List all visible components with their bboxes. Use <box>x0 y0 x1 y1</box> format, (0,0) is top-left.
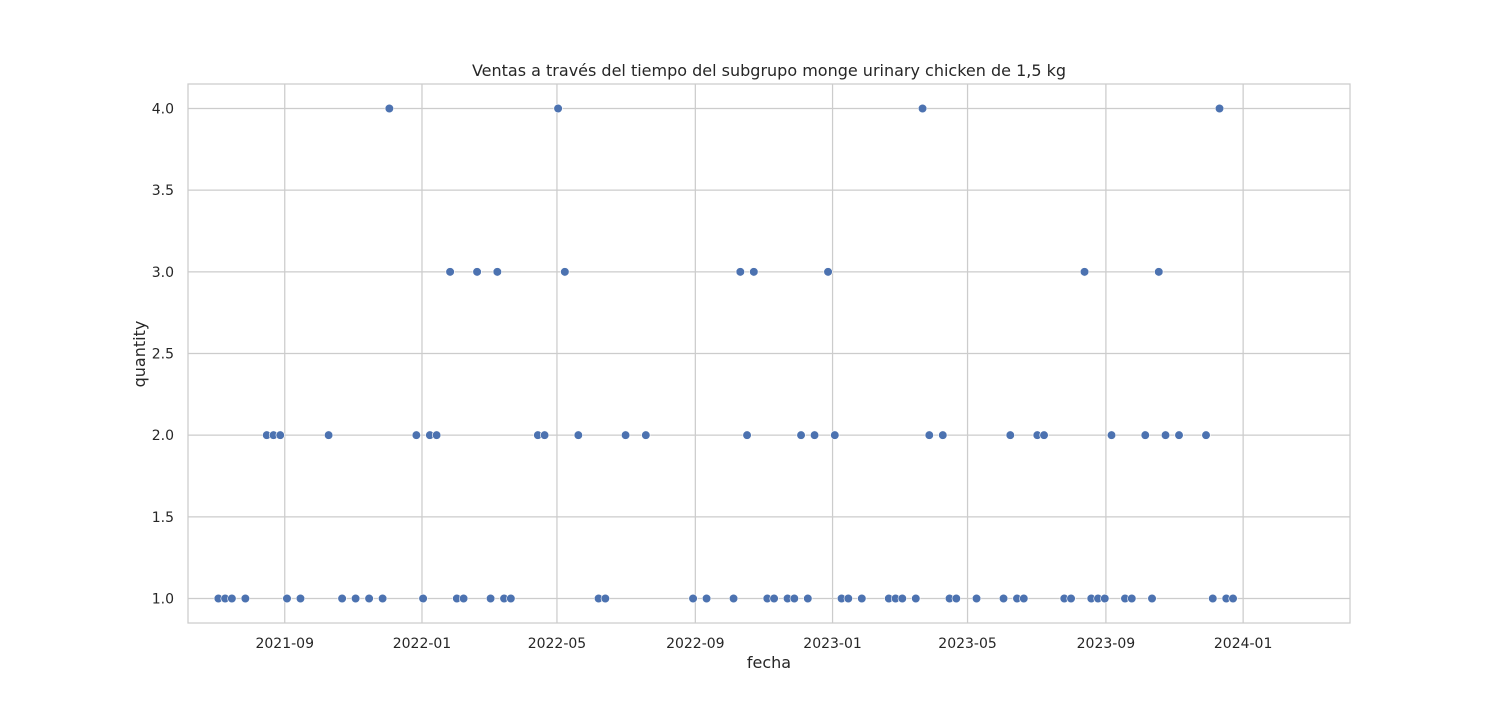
data-point <box>1140 430 1150 440</box>
chart-title: Ventas a través del tiempo del subgrupo … <box>472 61 1066 80</box>
data-point <box>573 430 583 440</box>
data-point <box>1106 430 1117 440</box>
data-point <box>803 593 813 604</box>
x-tick-label: 2022-09 <box>666 636 725 652</box>
data-point <box>735 267 745 277</box>
data-point <box>728 593 739 604</box>
data-point <box>1127 593 1137 604</box>
y-tick-label: 3.5 <box>152 183 174 199</box>
grid-lines <box>188 84 1350 623</box>
data-point <box>701 593 712 604</box>
data-point <box>351 593 361 604</box>
data-point <box>485 593 496 604</box>
data-point <box>560 267 570 277</box>
data-point <box>1100 593 1110 604</box>
x-tick-label: 2023-09 <box>1077 636 1136 652</box>
data-point <box>789 593 799 604</box>
data-point <box>1005 430 1015 440</box>
data-point <box>337 593 347 604</box>
x-tick-label: 2023-05 <box>938 636 997 652</box>
data-point <box>364 593 374 604</box>
data-point <box>1154 267 1164 277</box>
data-point <box>641 430 651 440</box>
data-point <box>742 430 752 440</box>
data-point <box>418 593 428 604</box>
x-axis-label: fecha <box>747 653 791 672</box>
data-point <box>1079 267 1090 277</box>
data-point <box>553 103 563 114</box>
data-point <box>1019 593 1029 604</box>
data-point <box>411 430 421 440</box>
data-point <box>998 593 1009 604</box>
data-point <box>769 593 779 604</box>
data-point <box>539 430 550 440</box>
data-point <box>492 267 502 277</box>
data-point <box>282 593 292 604</box>
x-axis-ticks: 2021-09 2022-01 2022-05 2022-09 2023-01 2023-… <box>255 636 1272 652</box>
data-point <box>384 103 394 114</box>
data-point <box>688 593 698 604</box>
y-axis-ticks: 1.0 1.5 2.0 2.5 3.0 3.5 4.0 <box>152 102 174 608</box>
data-point <box>600 593 610 604</box>
data-point <box>1147 593 1157 604</box>
data-point <box>620 430 631 440</box>
data-point <box>809 430 820 440</box>
x-tick-label: 2022-05 <box>528 636 587 652</box>
data-point <box>1201 430 1211 440</box>
data-point <box>324 430 334 440</box>
y-tick-label: 1.0 <box>152 592 174 608</box>
data-point <box>506 593 516 604</box>
data-point <box>1174 430 1184 440</box>
x-tick-label: 2021-09 <box>255 636 314 652</box>
y-tick-label: 4.0 <box>152 102 174 118</box>
x-tick-label: 2022-01 <box>393 636 452 652</box>
data-point <box>830 430 840 440</box>
y-axis-label: quantity <box>130 321 149 388</box>
x-tick-label: 2023-01 <box>803 636 862 652</box>
data-point <box>431 430 442 440</box>
data-point <box>1208 593 1218 604</box>
data-point <box>378 593 388 604</box>
data-point <box>749 267 759 277</box>
data-point <box>897 593 907 604</box>
data-point <box>1039 430 1049 440</box>
data-point <box>458 593 469 604</box>
data-point <box>275 430 285 440</box>
data-point <box>295 593 306 604</box>
y-tick-label: 2.5 <box>152 347 174 363</box>
data-point <box>1160 430 1171 440</box>
y-tick-label: 1.5 <box>152 510 174 526</box>
data-point <box>843 593 853 604</box>
data-point <box>917 103 928 114</box>
data-point <box>445 267 455 277</box>
data-point <box>971 593 982 604</box>
data-point <box>823 267 833 277</box>
data-point <box>911 593 921 604</box>
data-points <box>213 103 1238 604</box>
data-point <box>938 430 948 440</box>
data-point <box>857 593 867 604</box>
data-point <box>227 593 237 604</box>
plot-frame <box>187 83 1351 624</box>
data-point <box>1214 103 1225 114</box>
data-point <box>1228 593 1238 604</box>
y-tick-label: 2.0 <box>152 428 174 444</box>
data-point <box>472 267 482 277</box>
data-point <box>240 593 250 604</box>
data-point <box>924 430 934 440</box>
data-point <box>1066 593 1076 604</box>
y-tick-label: 3.0 <box>152 265 174 281</box>
x-tick-label: 2024-01 <box>1214 636 1273 652</box>
data-point <box>796 430 806 440</box>
data-point <box>951 593 961 604</box>
